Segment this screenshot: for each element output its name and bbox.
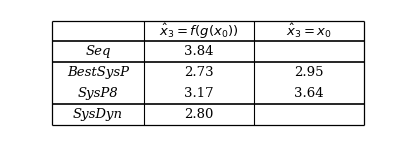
Text: Seq: Seq [85, 45, 111, 58]
Text: 3.64: 3.64 [293, 87, 323, 100]
Text: 2.80: 2.80 [183, 108, 213, 121]
Text: BestSysP: BestSysP [67, 66, 129, 79]
Text: SysP8: SysP8 [77, 87, 118, 100]
Text: SysDyn: SysDyn [73, 108, 123, 121]
Text: 2.95: 2.95 [293, 66, 323, 79]
Text: 3.17: 3.17 [183, 87, 213, 100]
Text: 2.73: 2.73 [183, 66, 213, 79]
Text: $\hat{x}_3 = x_0$: $\hat{x}_3 = x_0$ [285, 22, 331, 40]
Text: 3.84: 3.84 [183, 45, 213, 58]
Text: $\hat{x}_3 = f(g(x_0))$: $\hat{x}_3 = f(g(x_0))$ [158, 21, 238, 41]
